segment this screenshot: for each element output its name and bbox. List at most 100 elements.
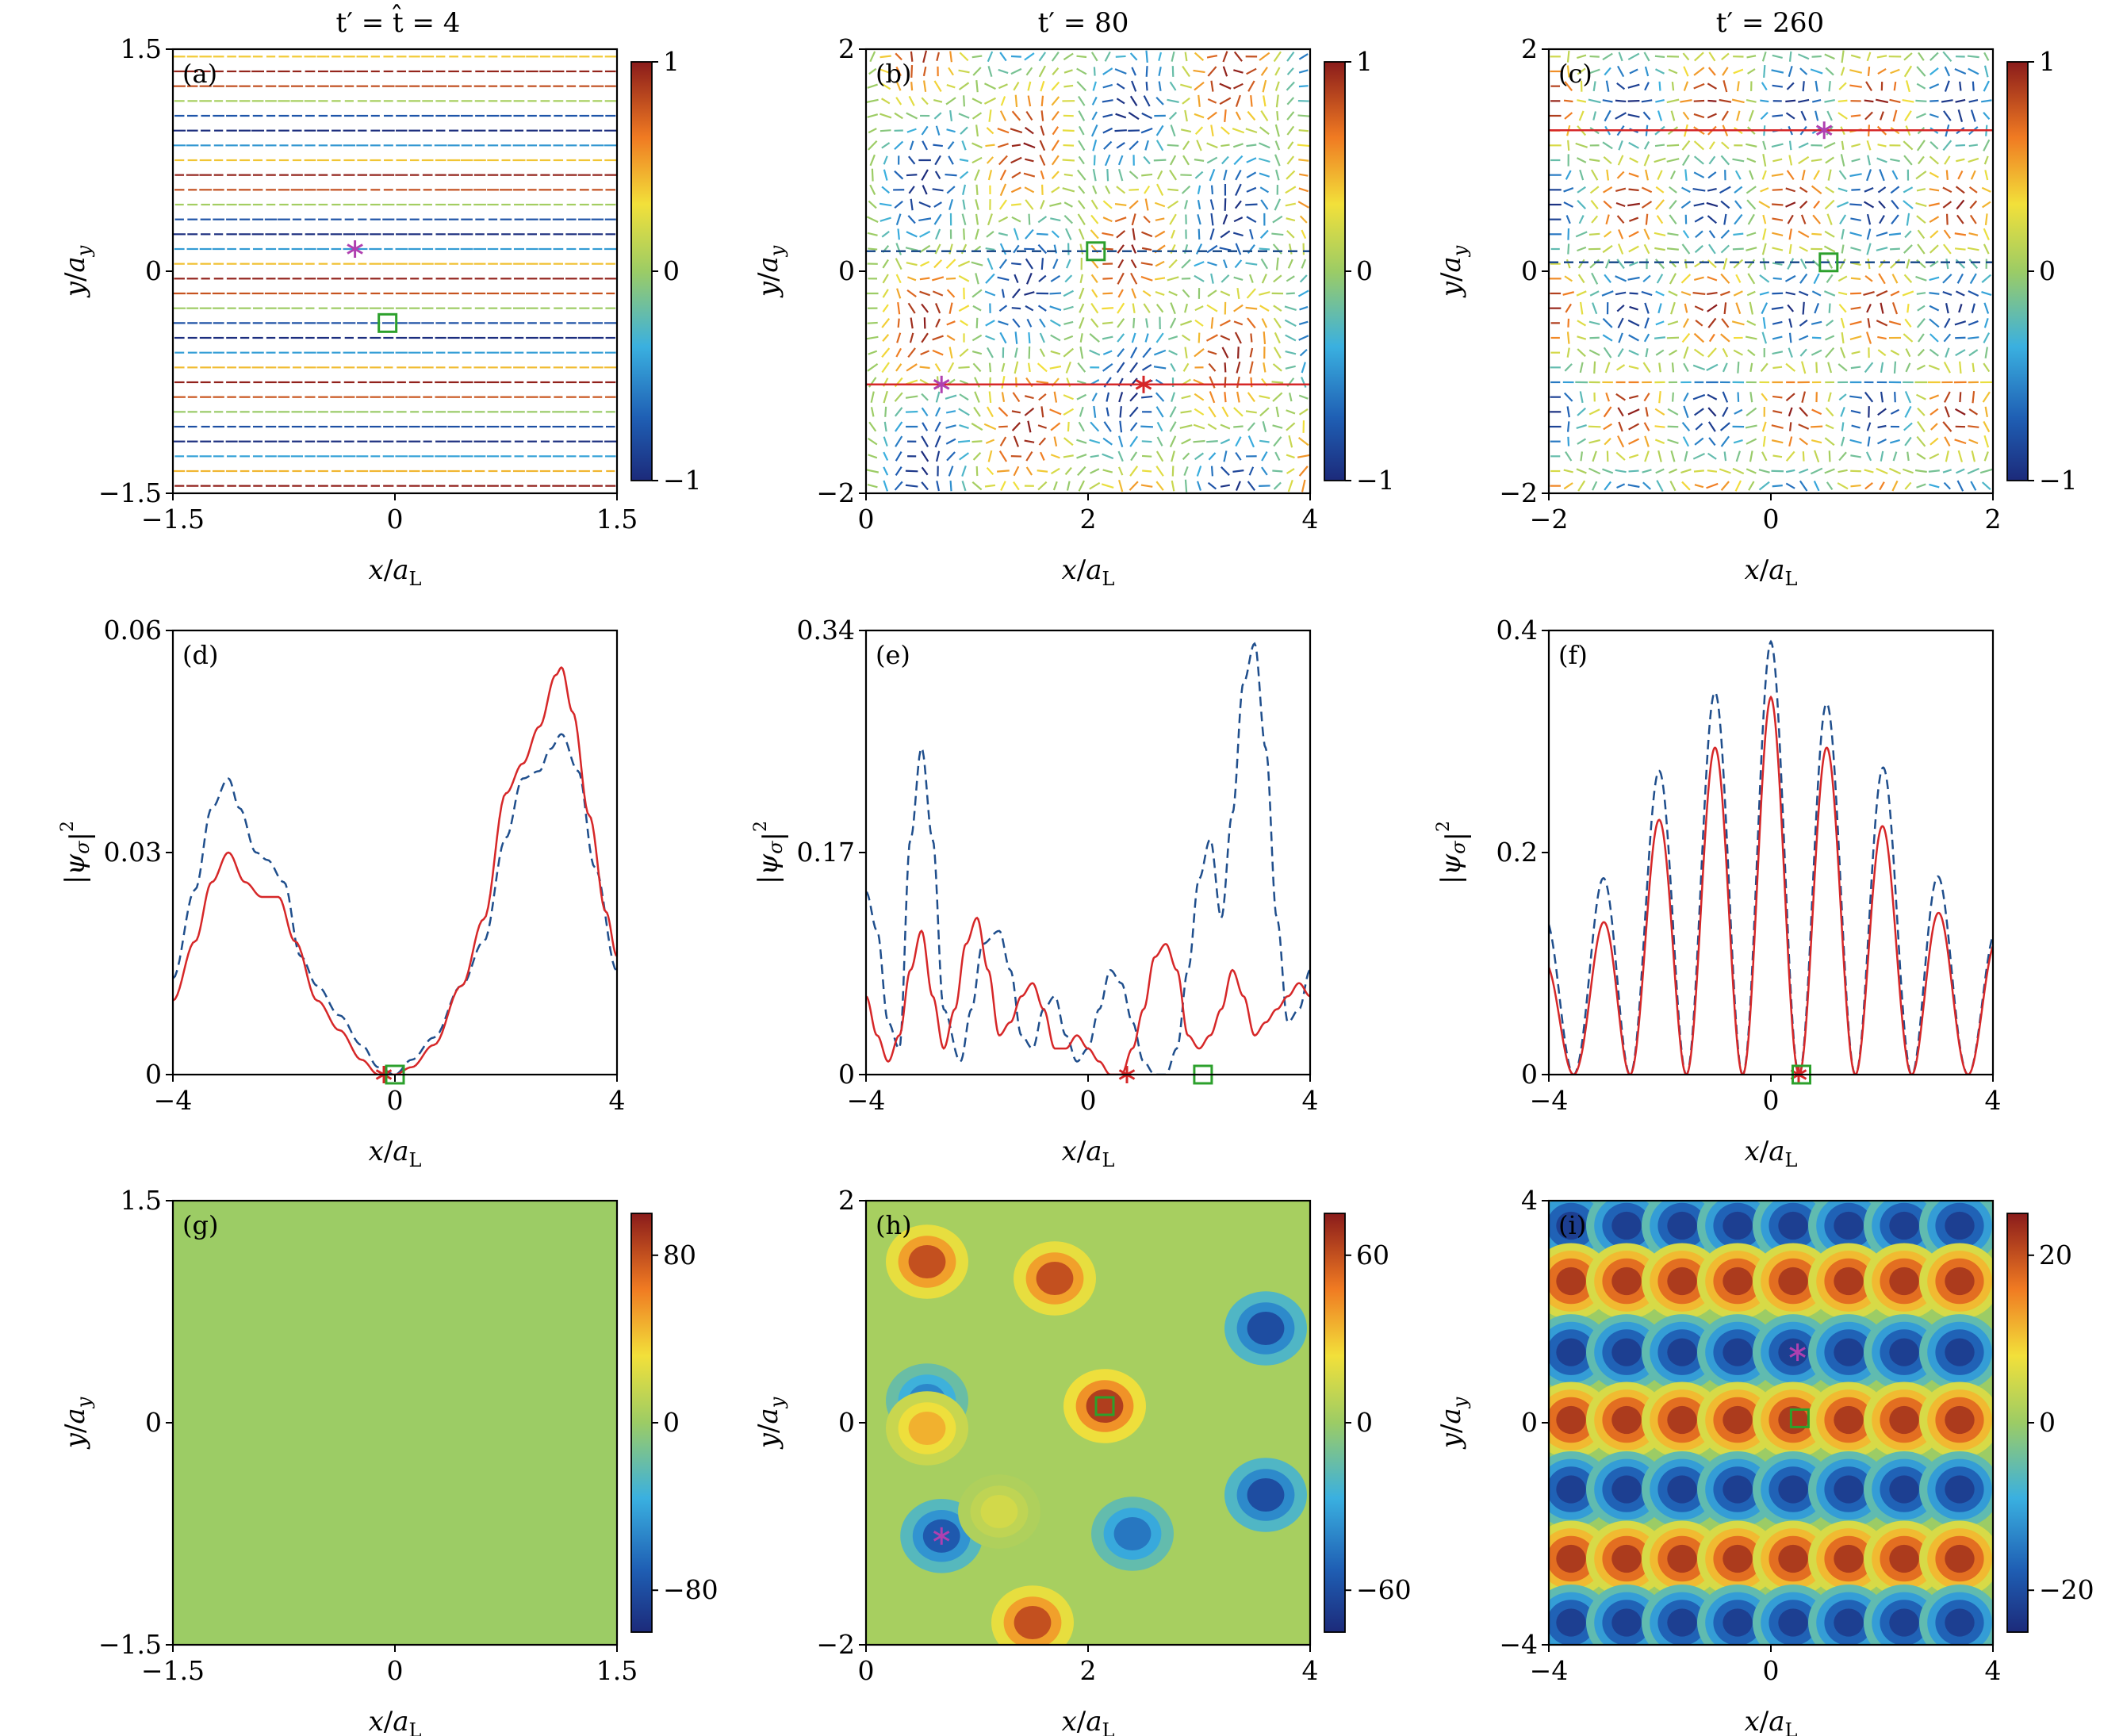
vector-arrow (1654, 232, 1666, 236)
x-tick-label: 4 (1302, 1085, 1319, 1116)
vector-arrow (1929, 483, 1940, 489)
vector-arrow (1721, 110, 1729, 121)
vector-arrow (1642, 469, 1652, 473)
vector-arrow (1929, 52, 1939, 61)
colorbar-tick-label: 0 (663, 255, 680, 286)
vector-arrow (1563, 99, 1573, 103)
vector-arrow (945, 259, 956, 270)
vector-arrow (1890, 68, 1900, 75)
vector-arrow (1210, 317, 1214, 329)
vector-arrow (1117, 272, 1125, 285)
vector-arrow (987, 213, 993, 226)
vector-arrow (1850, 54, 1861, 59)
vector-arrow (1681, 481, 1691, 491)
vector-arrow (1588, 439, 1601, 444)
field-spot (908, 1411, 946, 1446)
vector-arrow (974, 377, 980, 388)
vector-arrow (1669, 171, 1677, 180)
vector-arrow (1849, 203, 1862, 206)
vector-arrow (1771, 306, 1784, 310)
vector-arrow (1567, 243, 1570, 255)
vector-arrow (1093, 67, 1096, 76)
vector-arrow (1968, 99, 1979, 103)
vector-arrow (1023, 172, 1036, 178)
vector-arrow (1680, 200, 1692, 209)
panel-a: (a)−1.5 0 1.5−1.501.5x/aLy/ay−101 (59, 33, 702, 590)
field-spot (1014, 1605, 1052, 1640)
vector-arrow (1814, 450, 1820, 463)
colorbar-tick-label: 1 (2039, 46, 2056, 77)
vector-arrow (1644, 450, 1650, 462)
vector-arrow (1917, 407, 1926, 416)
vector-arrow (1880, 450, 1884, 462)
vector-arrow (1181, 185, 1191, 194)
vector-arrow (894, 170, 904, 180)
vector-arrow (1866, 52, 1872, 62)
vector-arrow (1591, 215, 1599, 224)
vector-arrow (1968, 157, 1979, 163)
vector-arrow (1982, 391, 1991, 403)
vector-arrow (1158, 81, 1162, 91)
vector-arrow (1236, 391, 1240, 403)
vector-arrow (1825, 67, 1834, 76)
vector-arrow (1036, 380, 1049, 385)
vector-arrow (1945, 170, 1949, 180)
vector-arrow (1079, 406, 1084, 417)
vector-arrow (934, 407, 941, 417)
vector-arrow (971, 440, 983, 443)
vector-arrow (1001, 375, 1006, 389)
vector-arrow (1010, 55, 1021, 58)
vector-arrow (949, 480, 952, 492)
vector-arrow (1983, 302, 1990, 314)
vector-arrow (1654, 247, 1665, 251)
vector-arrow (1681, 140, 1691, 151)
vector-arrow (1693, 348, 1704, 357)
vector-arrow (1565, 451, 1573, 462)
vector-arrow (1062, 159, 1075, 162)
vector-arrow (1249, 274, 1254, 283)
vector-arrow (1091, 96, 1098, 105)
vector-arrow (1040, 406, 1044, 418)
vector-arrow (1210, 80, 1214, 92)
vector-arrow (1841, 228, 1845, 240)
vector-arrow (1945, 213, 1949, 225)
panel-label: (b) (876, 59, 911, 89)
vector-arrow (986, 156, 994, 164)
vector-arrow (1286, 97, 1295, 105)
vector-arrow (1235, 436, 1242, 447)
vector-arrow (906, 363, 918, 372)
vector-arrow (1735, 302, 1742, 315)
vector-arrow (1643, 393, 1650, 402)
vector-arrow (1604, 231, 1612, 238)
vector-arrow (1245, 128, 1258, 134)
vector-arrow (1039, 154, 1046, 167)
vector-arrow (1904, 230, 1912, 239)
vector-arrow (1617, 243, 1624, 255)
vector-arrow (1050, 274, 1061, 282)
vector-arrow (1655, 290, 1665, 297)
vector-arrow (1194, 52, 1205, 61)
vector-arrow (1038, 437, 1047, 446)
vector-arrow (1131, 288, 1137, 299)
vector-arrow (1577, 348, 1586, 358)
vector-arrow (1197, 200, 1201, 209)
vector-arrow (1722, 391, 1729, 403)
vector-arrow (1246, 157, 1257, 163)
vector-arrow (1785, 450, 1795, 462)
vector-arrow (1275, 257, 1279, 270)
vector-arrow (1063, 289, 1074, 297)
vector-arrow (1772, 262, 1783, 266)
vector-arrow (1798, 423, 1810, 430)
vector-arrow (1051, 52, 1060, 62)
vector-arrow (1274, 140, 1281, 151)
vector-arrow (1117, 302, 1125, 314)
vector-arrow (1954, 320, 1967, 326)
vector-arrow (1272, 363, 1282, 372)
vector-arrow (1642, 362, 1651, 374)
vector-arrow (1628, 172, 1639, 178)
vector-arrow (1182, 362, 1190, 372)
vector-arrow (1956, 468, 1965, 474)
vector-arrow (1708, 52, 1716, 62)
vector-arrow (975, 228, 979, 240)
vector-arrow (1028, 213, 1031, 225)
